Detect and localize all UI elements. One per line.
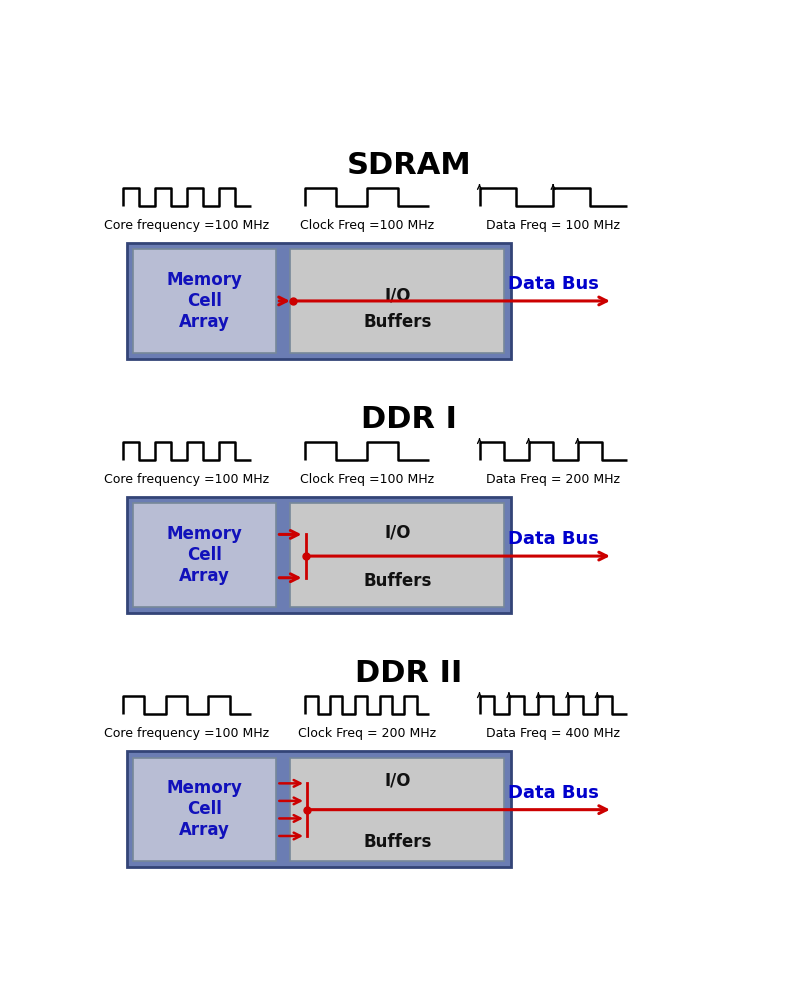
Bar bbox=[290, 249, 504, 353]
Text: DDR I: DDR I bbox=[361, 405, 457, 434]
Bar bbox=[290, 758, 504, 861]
Text: I/O: I/O bbox=[384, 771, 411, 789]
Text: Data Freq = 100 MHz: Data Freq = 100 MHz bbox=[486, 219, 620, 232]
Text: DDR II: DDR II bbox=[355, 659, 463, 688]
Text: Memory
Cell
Array: Memory Cell Array bbox=[167, 271, 243, 331]
Text: Data Bus: Data Bus bbox=[508, 784, 599, 802]
Text: Memory
Cell
Array: Memory Cell Array bbox=[167, 525, 243, 585]
Text: Data Freq = 400 MHz: Data Freq = 400 MHz bbox=[486, 727, 620, 740]
Text: I/O: I/O bbox=[384, 523, 411, 541]
Text: Clock Freq =100 MHz: Clock Freq =100 MHz bbox=[300, 219, 434, 232]
Text: Core frequency =100 MHz: Core frequency =100 MHz bbox=[105, 473, 270, 486]
Text: Clock Freq =100 MHz: Clock Freq =100 MHz bbox=[300, 473, 434, 486]
Text: SDRAM: SDRAM bbox=[346, 151, 472, 180]
Text: Clock Freq = 200 MHz: Clock Freq = 200 MHz bbox=[298, 727, 437, 740]
Text: Data Bus: Data Bus bbox=[508, 530, 599, 548]
Text: Core frequency =100 MHz: Core frequency =100 MHz bbox=[105, 727, 270, 740]
Bar bbox=[290, 503, 504, 607]
Text: Core frequency =100 MHz: Core frequency =100 MHz bbox=[105, 219, 270, 232]
Text: Buffers: Buffers bbox=[363, 313, 432, 331]
Text: Memory
Cell
Array: Memory Cell Array bbox=[167, 779, 243, 839]
Text: I/O: I/O bbox=[384, 287, 411, 305]
Text: Data Bus: Data Bus bbox=[508, 275, 599, 293]
Bar bbox=[127, 751, 511, 867]
Text: Data Freq = 200 MHz: Data Freq = 200 MHz bbox=[486, 473, 620, 486]
Bar bbox=[127, 243, 511, 359]
Text: Buffers: Buffers bbox=[363, 572, 432, 590]
Bar bbox=[127, 497, 511, 613]
Bar bbox=[133, 249, 276, 353]
Text: Buffers: Buffers bbox=[363, 833, 432, 851]
Bar bbox=[133, 503, 276, 607]
Bar bbox=[133, 758, 276, 861]
